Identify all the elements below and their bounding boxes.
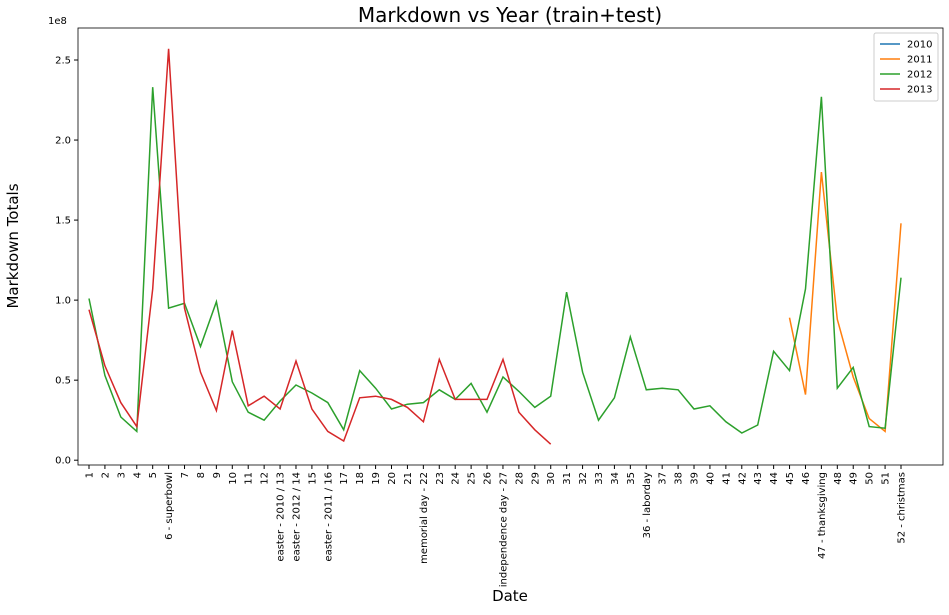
x-tick-label: 49 <box>849 472 860 485</box>
y-tick-label: 1.5 <box>55 216 71 227</box>
x-tick-label: 5 <box>148 472 159 478</box>
x-tick-label: 46 <box>801 472 812 485</box>
y-tick-label: 0.5 <box>55 376 71 387</box>
legend-label: 2013 <box>907 85 932 96</box>
x-tick-label: 1 <box>85 472 96 478</box>
x-tick-label: 51 <box>881 472 892 485</box>
x-tick-label: 6 - superbowl <box>164 472 175 540</box>
x-tick-label: 43 <box>753 472 764 485</box>
x-tick-label: 41 <box>721 472 732 485</box>
x-tick-label: 21 <box>403 472 414 485</box>
x-tick-label: 26 <box>483 472 494 485</box>
x-tick-label: 50 <box>865 472 876 485</box>
x-tick-label: 36 - laborday <box>642 472 653 538</box>
x-tick-label: 52 - christmas <box>897 472 908 544</box>
x-tick-label: 29 <box>530 472 541 485</box>
series-line <box>788 172 902 433</box>
x-tick-label: 45 <box>785 472 796 485</box>
x-tick-label: 10 <box>228 472 239 485</box>
legend-label: 2010 <box>907 40 932 51</box>
legend-label: 2011 <box>907 55 932 66</box>
x-tick-label: 34 <box>610 472 621 485</box>
x-tick-label: 15 <box>307 472 318 485</box>
x-tick-label: 20 <box>387 472 398 485</box>
x-tick-label: 8 <box>196 472 207 478</box>
x-tick-label: 7 <box>180 472 191 478</box>
x-tick-label: 47 - thanksgiving <box>817 472 828 559</box>
x-tick-label: 31 <box>562 472 573 485</box>
x-tick-label: 48 <box>833 472 844 485</box>
x-tick-label: independence day - 27 <box>498 472 509 587</box>
x-axis-label: Date <box>492 587 528 605</box>
x-tick-label: 2 <box>100 472 111 478</box>
x-tick-label: memorial day - 22 <box>419 472 430 564</box>
series-line <box>88 48 552 445</box>
x-tick-label: 37 <box>658 472 669 485</box>
y-offset-text: 1e8 <box>48 16 67 27</box>
series-line <box>88 87 902 434</box>
y-tick-label: 0.0 <box>55 456 71 467</box>
x-tick-label: 3 <box>116 472 127 478</box>
x-tick-label: 42 <box>737 472 748 485</box>
x-tick-label: easter - 2011 / 16 <box>323 472 334 562</box>
legend-box <box>873 32 939 102</box>
x-tick-label: 23 <box>435 472 446 485</box>
x-tick-label: 35 <box>626 472 637 485</box>
x-tick-label: 33 <box>594 472 605 485</box>
x-tick-label: 4 <box>132 472 143 478</box>
x-tick-label: 39 <box>690 472 701 485</box>
x-tick-label: 25 <box>467 472 478 485</box>
plot-frame <box>77 27 944 466</box>
x-tick-label: 17 <box>339 472 350 485</box>
x-tick-label: 32 <box>578 472 589 485</box>
x-tick-label: 44 <box>769 472 780 485</box>
y-tick-label: 2.5 <box>55 56 71 67</box>
x-tick-label: 11 <box>244 472 255 485</box>
x-tick-label: 40 <box>705 472 716 485</box>
y-tick-label: 1.0 <box>55 296 71 307</box>
x-tick-label: easter - 2012 / 14 <box>291 472 302 562</box>
x-tick-label: 19 <box>371 472 382 485</box>
y-tick-label: 2.0 <box>55 136 71 147</box>
x-tick-label: 9 <box>212 472 223 478</box>
x-tick-label: 28 <box>514 472 525 485</box>
legend-label: 2012 <box>907 70 932 81</box>
x-tick-label: 30 <box>546 472 557 485</box>
chart-title: Markdown vs Year (train+test) <box>358 3 662 27</box>
x-tick-label: 18 <box>355 472 366 485</box>
x-tick-label: 24 <box>451 472 462 485</box>
x-tick-label: 12 <box>260 472 271 485</box>
y-axis-label: Markdown Totals <box>4 183 22 308</box>
x-tick-label: easter - 2010 / 13 <box>276 472 287 562</box>
x-tick-label: 38 <box>674 472 685 485</box>
